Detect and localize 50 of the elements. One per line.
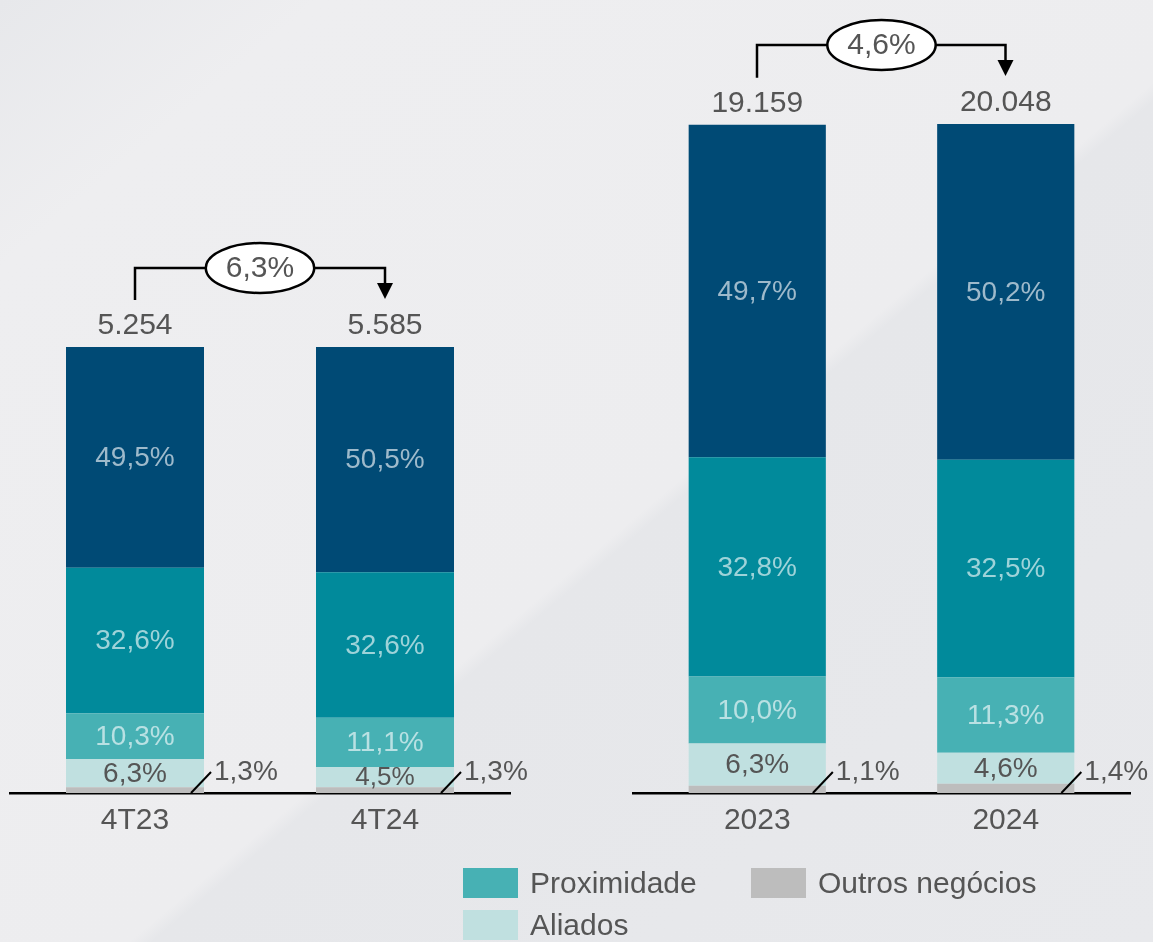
x-tick-label: 2023 [723,802,791,836]
data-label: 49,7% [717,274,797,306]
x-tick-label: 2024 [972,802,1040,836]
bar [937,677,1075,753]
text: 4,6% [847,27,916,61]
data-label: 50,5% [345,443,425,475]
x-tick-label: 4T24 [350,802,420,836]
bar [316,717,454,768]
bar [688,743,826,786]
data-label: 4,6% [973,751,1038,783]
bar [66,567,204,714]
data-label: 1,4% [1084,755,1149,786]
data-label: 11,3% [967,698,1045,730]
legend-label: Proximidade [530,866,697,899]
data-label: 1,3% [214,755,278,786]
bar [66,787,204,793]
legend-label: Aliados [530,908,629,941]
data-label: 49,5% [95,441,175,473]
text: 19.159 [711,84,804,118]
data-label: 1,3% [464,755,528,786]
data-label: 32,6% [95,624,175,656]
legend-label: Outros negócios [818,866,1037,899]
data-label: 10,0% [717,693,797,725]
text: 5.585 [347,307,423,340]
bar [937,783,1075,793]
data-label: 10,3% [95,719,175,751]
bar [937,124,1075,460]
x-tick-label: 4T23 [100,802,170,836]
text: 6,3% [225,250,295,284]
data-label: 6,3% [103,756,167,788]
bar [316,572,454,718]
data-label: 32,6% [345,628,425,660]
bar [688,124,826,458]
data-label: 6,3% [725,748,790,780]
data-label: 32,5% [966,552,1046,584]
data-label: 32,8% [717,550,797,582]
text: 20.048 [959,84,1052,117]
bar [316,347,454,573]
bar [688,457,826,677]
bar [66,347,204,568]
data-label: 50,2% [966,275,1046,307]
data-label: 11,1% [346,726,424,758]
bar [66,713,204,760]
bar [688,785,826,793]
data-label: 4,5% [355,761,415,792]
bar [688,676,826,744]
bar [937,459,1075,678]
text: 5.254 [97,307,173,340]
bar [316,787,454,793]
data-label: 1,1% [835,755,900,786]
